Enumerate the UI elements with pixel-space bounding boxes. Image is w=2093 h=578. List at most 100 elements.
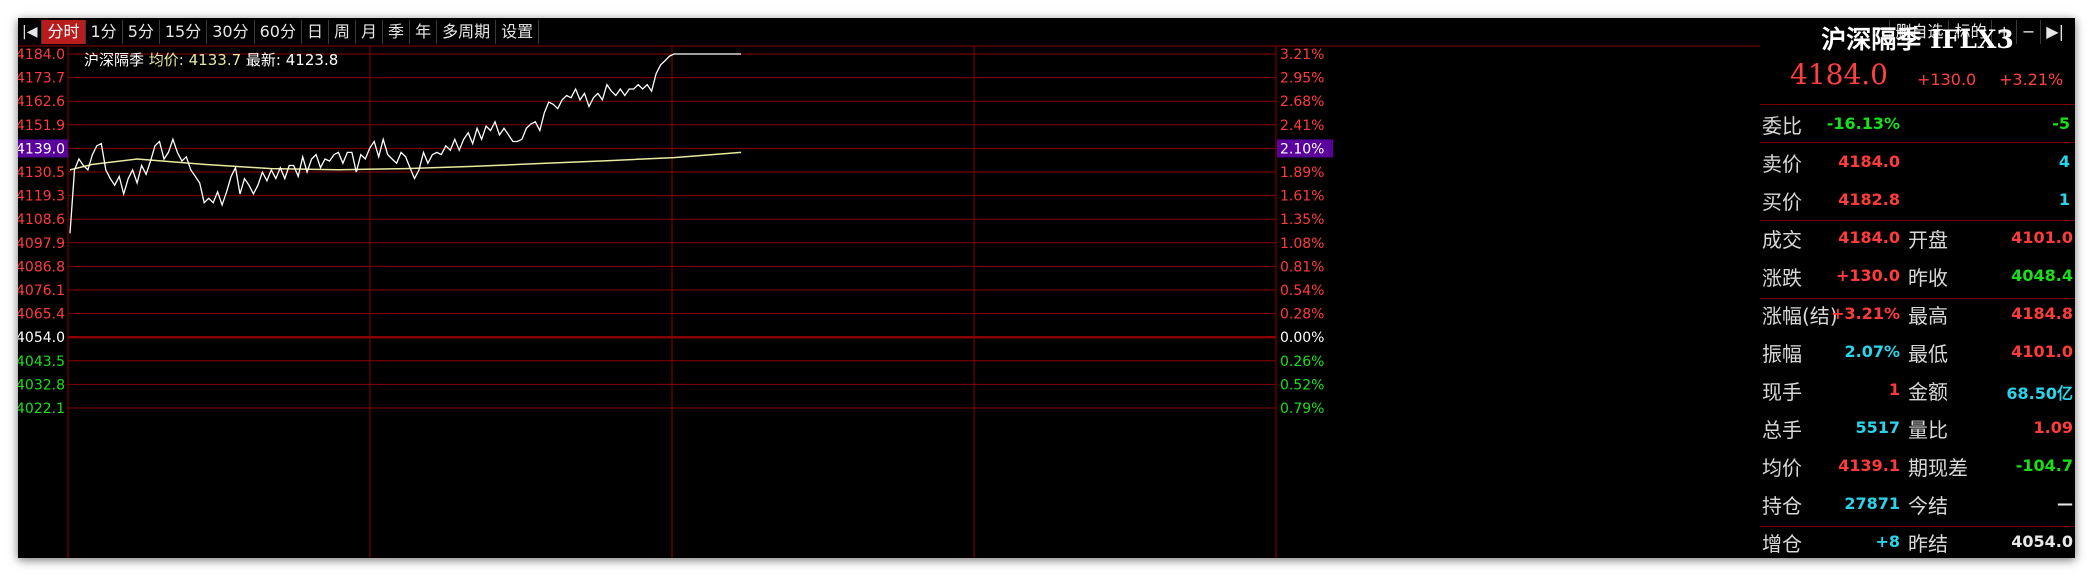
- buy-volume: 1: [2058, 190, 2070, 209]
- quote-row-label: 总手: [1762, 418, 1802, 442]
- quote-row-label: 昨收: [1908, 266, 1948, 290]
- quote-row-value: 4101.0: [2011, 228, 2073, 247]
- period-tab[interactable]: 15分: [160, 20, 208, 44]
- price-tick-label: 4108.6: [18, 212, 65, 228]
- quote-row-label: 昨结: [1908, 532, 1948, 556]
- quote-row-value: +130.0: [1835, 266, 1900, 285]
- period-toolbar: |◀ 分时 1分 5分 15分 30分 60分日周月季年多周期 设置: [18, 18, 1730, 46]
- quote-row-label: 成交: [1762, 228, 1802, 252]
- weibi-extra: -5: [2052, 114, 2070, 133]
- zoom-in-button[interactable]: +: [1991, 20, 2015, 44]
- last-price-value: 4123.8: [285, 51, 339, 69]
- pct-tick-label: 1.89%: [1280, 165, 1324, 181]
- period-tab[interactable]: 5分: [123, 20, 160, 44]
- buy-price-value: 4182.8: [1838, 190, 1900, 209]
- period-tab[interactable]: 分时: [42, 20, 86, 44]
- intraday-chart: 4184.0 4173.7 4162.6 4151.9 4139.0 4130.5 4119…: [18, 45, 1760, 558]
- quote-row-value: 27871: [1844, 494, 1900, 513]
- quote-row-label: 今结: [1908, 494, 1948, 518]
- price-tick-label: 4097.9: [18, 236, 65, 252]
- quote-row-label: 涨跌: [1762, 266, 1802, 290]
- pct-tick-label: 2.95%: [1280, 71, 1324, 87]
- toolbar-right: 删自选 标的 + − ▶|: [1889, 18, 2069, 46]
- buy-price-label: 买价: [1762, 190, 1802, 214]
- period-tab[interactable]: 1分: [86, 20, 123, 44]
- quote-row-value: 4054.0: [2011, 532, 2073, 551]
- quote-row-label: 增仓: [1762, 532, 1802, 556]
- price-tick-label: 4043.5: [18, 354, 65, 370]
- quote-row-label: 量比: [1908, 418, 1948, 442]
- remove-watchlist-button[interactable]: 删自选: [1889, 20, 1948, 44]
- quote-change-pct: +3.21%: [1999, 70, 2064, 89]
- pct-tick-label: 2.68%: [1280, 94, 1324, 110]
- price-line: [69, 53, 742, 234]
- quote-price: 4184.0: [1790, 58, 1888, 91]
- quote-row-value: 68.50亿: [2006, 384, 2073, 403]
- quote-row-value: 1: [1888, 380, 1900, 399]
- first-page-button[interactable]: |◀: [18, 20, 43, 44]
- price-tick-label: 4130.5: [18, 165, 65, 181]
- avg-price-line: [69, 151, 742, 171]
- pct-tick-label: 2.10%: [1280, 141, 1324, 157]
- period-tab[interactable]: 周: [329, 20, 357, 44]
- quote-row-label: 最高: [1908, 304, 1948, 328]
- price-tick-label: 4054.0: [18, 330, 65, 346]
- quote-row-label: 持仓: [1762, 494, 1802, 518]
- quote-row-value: —: [2057, 494, 2073, 513]
- price-tick-label: 4184.0: [18, 47, 65, 63]
- period-tab[interactable]: 30分: [207, 20, 255, 44]
- weibi-value: -16.13%: [1826, 114, 1900, 133]
- pct-tick-label: 0.28%: [1280, 307, 1324, 323]
- period-tab[interactable]: 60分: [255, 20, 302, 44]
- period-tab[interactable]: 年: [410, 20, 438, 44]
- quote-row-label: 金额: [1908, 380, 1948, 404]
- underlying-button[interactable]: 标的: [1948, 20, 1991, 44]
- quote-row-value: -104.7: [2015, 456, 2073, 475]
- period-tab[interactable]: 设置: [496, 20, 540, 44]
- pct-tick-label: 0.79%: [1280, 401, 1324, 417]
- pct-tick-label: 1.35%: [1280, 212, 1324, 228]
- last-price-label: 最新:: [245, 51, 281, 69]
- trading-window: 4184.0 4173.7 4162.6 4151.9 4139.0 4130.5 4119…: [18, 18, 2075, 558]
- price-tick-label: 4173.7: [18, 71, 65, 87]
- sell-price-label: 卖价: [1762, 152, 1802, 176]
- quote-row-label: 均价: [1762, 456, 1802, 480]
- weibi-label: 委比: [1762, 114, 1802, 138]
- price-tick-label: 4119.3: [18, 189, 65, 205]
- price-tick-label: 4065.4: [18, 307, 65, 323]
- last-page-button[interactable]: ▶|: [2040, 20, 2069, 44]
- pct-tick-label: 0.52%: [1280, 377, 1324, 393]
- avg-price-label: 均价:: [148, 51, 184, 69]
- quote-row-label: 期现差: [1908, 456, 1968, 480]
- price-tick-label: 4151.9: [18, 118, 65, 134]
- quote-row-value: +3.21%: [1831, 304, 1900, 323]
- period-tab[interactable]: 月: [356, 20, 384, 44]
- pct-tick-label: 1.61%: [1280, 189, 1324, 205]
- quote-row-label: 最低: [1908, 342, 1948, 366]
- quote-row-value: 2.07%: [1844, 342, 1900, 361]
- price-tick-label: 4139.0: [18, 141, 65, 157]
- pct-highlight: [1277, 139, 1333, 158]
- sell-price-value: 4184.0: [1838, 152, 1900, 171]
- period-tab[interactable]: 多周期: [437, 20, 497, 44]
- pct-tick-label: 1.08%: [1280, 236, 1324, 252]
- pct-tick-label: 0.26%: [1280, 354, 1324, 370]
- quote-row-value: 5517: [1855, 418, 1900, 437]
- pct-tick-label: 0.54%: [1280, 283, 1324, 299]
- zoom-out-button[interactable]: −: [2015, 20, 2040, 44]
- period-tab[interactable]: 日: [302, 20, 330, 44]
- quote-row-label: 涨幅(结): [1762, 304, 1838, 328]
- quote-change: +130.0: [1917, 70, 1977, 89]
- quote-row-value: 4101.0: [2011, 342, 2073, 361]
- period-tab[interactable]: 季: [383, 20, 411, 44]
- pct-tick-label: 2.41%: [1280, 118, 1324, 134]
- quote-row-value: 4048.4: [2011, 266, 2073, 285]
- price-tick-label: 4162.6: [18, 94, 65, 110]
- pct-tick-label: 0.81%: [1280, 259, 1324, 275]
- quote-row-label: 开盘: [1908, 228, 1948, 252]
- quote-row-value: 4184.8: [2011, 304, 2073, 323]
- price-tick-label: 4032.8: [18, 377, 65, 393]
- quote-row-label: 现手: [1762, 380, 1802, 404]
- price-highlight: [18, 139, 68, 158]
- quote-row-value: 1.09: [2033, 418, 2073, 437]
